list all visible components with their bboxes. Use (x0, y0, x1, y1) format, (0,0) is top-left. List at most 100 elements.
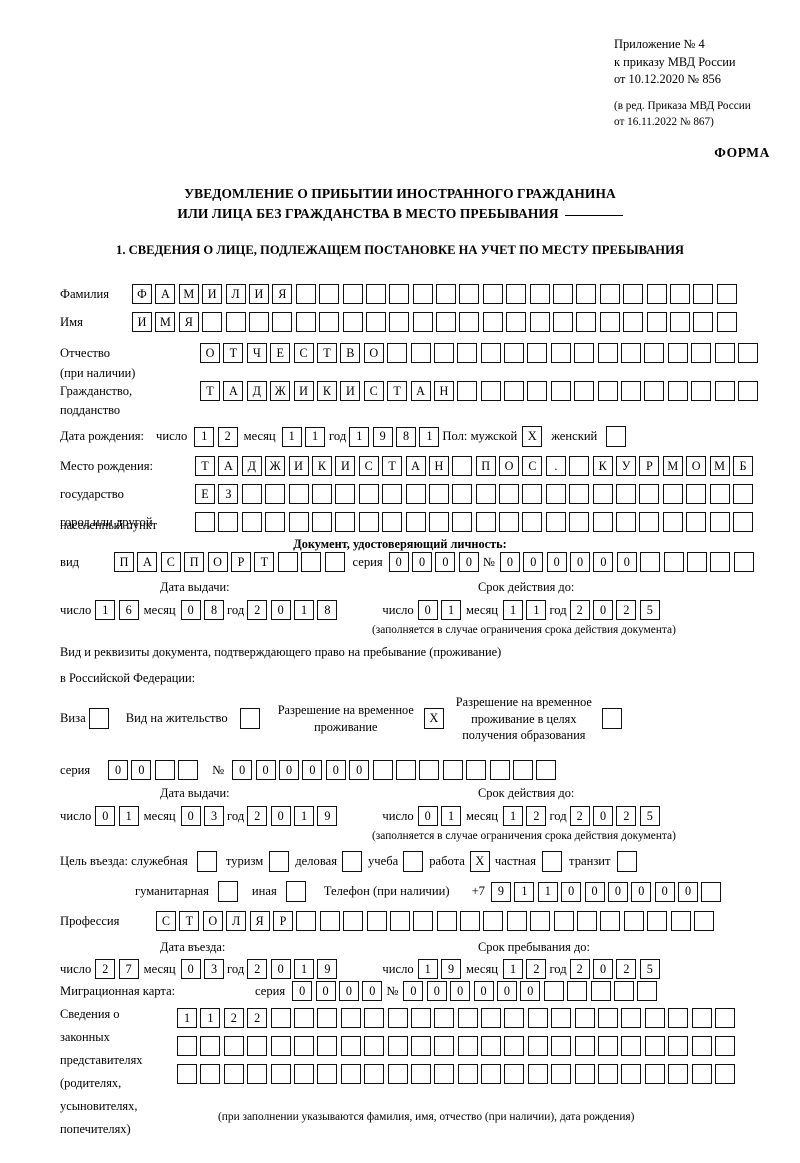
char-cell[interactable]: 0 (570, 552, 591, 572)
char-cell[interactable] (457, 381, 478, 401)
char-cell[interactable] (669, 284, 690, 304)
char-cell[interactable]: 1 (200, 1008, 221, 1028)
char-cell[interactable] (389, 911, 410, 931)
char-cell[interactable] (324, 552, 345, 572)
char-cell[interactable]: 0 (593, 959, 614, 979)
purpose-other-checkbox[interactable] (285, 881, 306, 902)
char-cell[interactable] (714, 1008, 735, 1028)
char-cell[interactable]: 1 (441, 806, 462, 826)
char-cell[interactable] (545, 512, 566, 532)
char-cell[interactable] (567, 981, 588, 1001)
char-cell[interactable] (459, 284, 480, 304)
char-cell[interactable] (433, 343, 454, 363)
char-cell[interactable]: 1 (537, 881, 558, 902)
char-cell[interactable] (457, 1008, 478, 1028)
char-cell[interactable]: С (363, 381, 384, 401)
char-cell[interactable] (482, 284, 503, 304)
char-cell[interactable]: С (522, 456, 543, 476)
char-cell[interactable]: К (316, 381, 337, 401)
char-cell[interactable] (457, 1036, 478, 1056)
char-cell[interactable] (265, 484, 286, 504)
char-cell[interactable]: 0 (678, 881, 699, 902)
char-cell[interactable] (621, 1036, 642, 1056)
char-cell[interactable] (644, 1036, 665, 1056)
char-cell[interactable] (301, 552, 322, 572)
char-cell[interactable] (598, 1008, 619, 1028)
char-cell[interactable] (668, 1036, 689, 1056)
char-cell[interactable]: Д (246, 381, 267, 401)
char-cell[interactable] (387, 1008, 408, 1028)
char-cell[interactable] (410, 343, 431, 363)
char-cell[interactable] (358, 512, 379, 532)
char-cell[interactable] (504, 1036, 525, 1056)
char-cell[interactable]: 0 (523, 552, 544, 572)
char-cell[interactable] (732, 512, 753, 532)
char-cell[interactable] (504, 1064, 525, 1084)
char-cell[interactable]: О (499, 456, 520, 476)
char-cell[interactable] (436, 312, 457, 332)
char-cell[interactable] (241, 512, 262, 532)
char-cell[interactable] (178, 760, 199, 780)
char-cell[interactable] (506, 911, 527, 931)
char-cell[interactable] (459, 312, 480, 332)
char-cell[interactable]: 5 (639, 959, 660, 979)
char-cell[interactable]: 0 (631, 881, 652, 902)
char-cell[interactable] (340, 1036, 361, 1056)
char-cell[interactable] (686, 484, 707, 504)
char-cell[interactable]: 1 (281, 426, 302, 447)
char-cell[interactable] (662, 512, 683, 532)
char-cell[interactable] (553, 312, 574, 332)
char-cell[interactable]: К (311, 456, 332, 476)
char-cell[interactable] (481, 1008, 502, 1028)
char-cell[interactable]: В (340, 343, 361, 363)
char-cell[interactable] (270, 1008, 291, 1028)
char-cell[interactable]: 0 (458, 552, 479, 572)
char-cell[interactable]: 1 (503, 806, 524, 826)
char-cell[interactable] (365, 312, 386, 332)
char-cell[interactable] (293, 1008, 314, 1028)
char-cell[interactable]: 0 (315, 981, 336, 1001)
char-cell[interactable]: 0 (593, 600, 614, 620)
char-cell[interactable] (419, 760, 440, 780)
char-cell[interactable]: 2 (526, 959, 547, 979)
char-cell[interactable] (590, 981, 611, 1001)
char-cell[interactable]: М (662, 456, 683, 476)
char-cell[interactable] (442, 760, 463, 780)
char-cell[interactable]: Е (270, 343, 291, 363)
char-cell[interactable] (551, 1008, 572, 1028)
residence-permit-checkbox[interactable] (239, 708, 260, 730)
char-cell[interactable]: О (202, 911, 223, 931)
char-cell[interactable]: О (207, 552, 228, 572)
char-cell[interactable]: 0 (325, 760, 346, 780)
char-cell[interactable] (529, 312, 550, 332)
char-cell[interactable]: 0 (593, 806, 614, 826)
char-cell[interactable]: 5 (639, 806, 660, 826)
char-cell[interactable]: Е (195, 484, 215, 504)
char-cell[interactable]: 0 (292, 981, 313, 1001)
char-cell[interactable] (646, 284, 667, 304)
char-cell[interactable]: 1 (526, 600, 547, 620)
char-cell[interactable] (686, 512, 707, 532)
char-cell[interactable]: И (293, 381, 314, 401)
char-cell[interactable] (489, 760, 510, 780)
char-cell[interactable]: 0 (546, 552, 567, 572)
char-cell[interactable]: 0 (584, 881, 605, 902)
char-cell[interactable] (550, 381, 571, 401)
char-cell[interactable] (452, 484, 473, 504)
char-cell[interactable] (693, 911, 714, 931)
char-cell[interactable] (428, 484, 449, 504)
char-cell[interactable]: . (545, 456, 566, 476)
char-cell[interactable] (372, 760, 393, 780)
char-cell[interactable]: 2 (569, 959, 590, 979)
char-cell[interactable] (600, 911, 621, 931)
char-cell[interactable]: 6 (118, 600, 139, 620)
char-cell[interactable]: 0 (278, 760, 299, 780)
char-cell[interactable] (277, 552, 298, 572)
